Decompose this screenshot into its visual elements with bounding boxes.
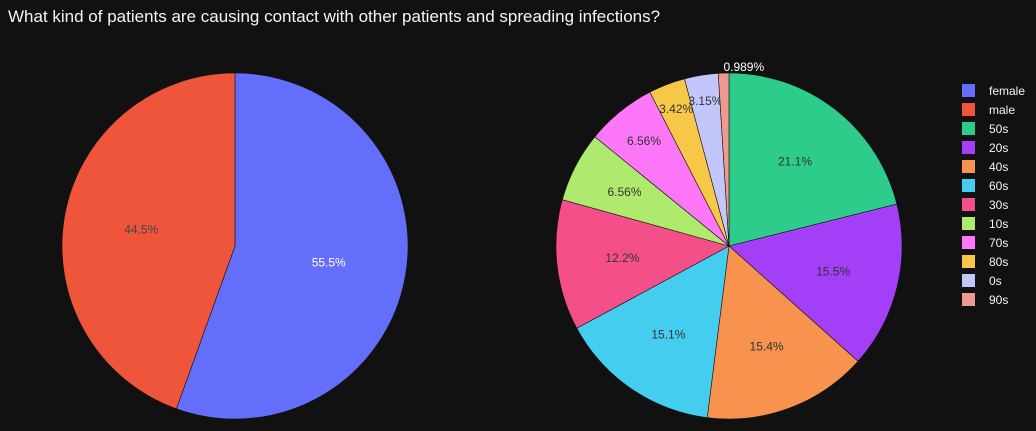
legend-swatch [962,198,975,211]
legend-swatch [962,236,975,249]
legend-item-female[interactable]: female [962,81,1025,100]
legend-item-male[interactable]: male [962,100,1025,119]
legend-swatch [962,217,975,230]
slice-20s[interactable] [728,203,903,362]
slice-label-male: 44.5% [124,223,158,237]
legend-item-70s[interactable]: 70s [962,233,1025,252]
legend-item-20s[interactable]: 20s [962,138,1025,157]
pie-1: 55.5% 44.5% [61,72,409,420]
legend-swatch [962,293,975,306]
legend-label: male [989,102,1016,117]
legend-item-0s[interactable]: 0s [962,271,1025,290]
legend[interactable]: female male 50s 20s 40s 60s 30s 10s 70s 80s 0s 90s [962,81,1025,309]
legend-swatch [962,255,975,268]
slice-label-90s: 0.989% [723,60,764,74]
legend-label: 90s [989,292,1009,307]
slice-40s[interactable] [706,245,859,420]
slice-female[interactable] [176,72,409,420]
slice-label-10s: 6.56% [607,185,641,199]
legend-label: female [989,83,1026,98]
slice-50s[interactable] [728,72,898,247]
legend-swatch [962,84,975,97]
slice-label-50s: 21.1% [778,154,812,168]
slice-30s[interactable] [555,199,730,329]
legend-swatch [962,160,975,173]
slice-label-30s: 12.2% [605,251,639,265]
slice-label-70s: 6.56% [627,134,661,148]
legend-item-10s[interactable]: 10s [962,214,1025,233]
legend-item-50s[interactable]: 50s [962,119,1025,138]
slice-label-female: 55.5% [312,255,346,269]
slice-label-60s: 15.1% [651,327,685,341]
slice-male[interactable] [61,72,236,410]
legend-swatch [962,141,975,154]
legend-label: 60s [989,178,1009,193]
slice-label-80s: 3.42% [659,102,693,116]
legend-label: 40s [989,159,1009,174]
legend-label: 20s [989,140,1009,155]
legend-swatch [962,274,975,287]
chart-title: What kind of patients are causing contac… [8,7,661,26]
slice-label-20s: 15.5% [816,265,850,279]
legend-item-60s[interactable]: 60s [962,176,1025,195]
slice-label-40s: 15.4% [750,339,784,353]
legend-item-30s[interactable]: 30s [962,195,1025,214]
legend-item-40s[interactable]: 40s [962,157,1025,176]
legend-label: 0s [989,273,1002,288]
legend-label: 80s [989,254,1009,269]
slice-60s[interactable] [576,245,730,418]
legend-label: 70s [989,235,1009,250]
legend-swatch [962,122,975,135]
legend-item-80s[interactable]: 80s [962,252,1025,271]
legend-label: 10s [989,216,1009,231]
pie-2: 21.1% 15.5% 15.4% 15.1% 12.2% 6.56% 6.56% 3.42%… [555,60,903,420]
legend-label: 30s [989,197,1009,212]
legend-swatch [962,103,975,116]
slice-label-0s: 3.15% [688,94,722,108]
legend-label: 50s [989,121,1009,136]
legend-item-90s[interactable]: 90s [962,290,1025,309]
slice-90s[interactable] [717,72,730,247]
legend-swatch [962,179,975,192]
